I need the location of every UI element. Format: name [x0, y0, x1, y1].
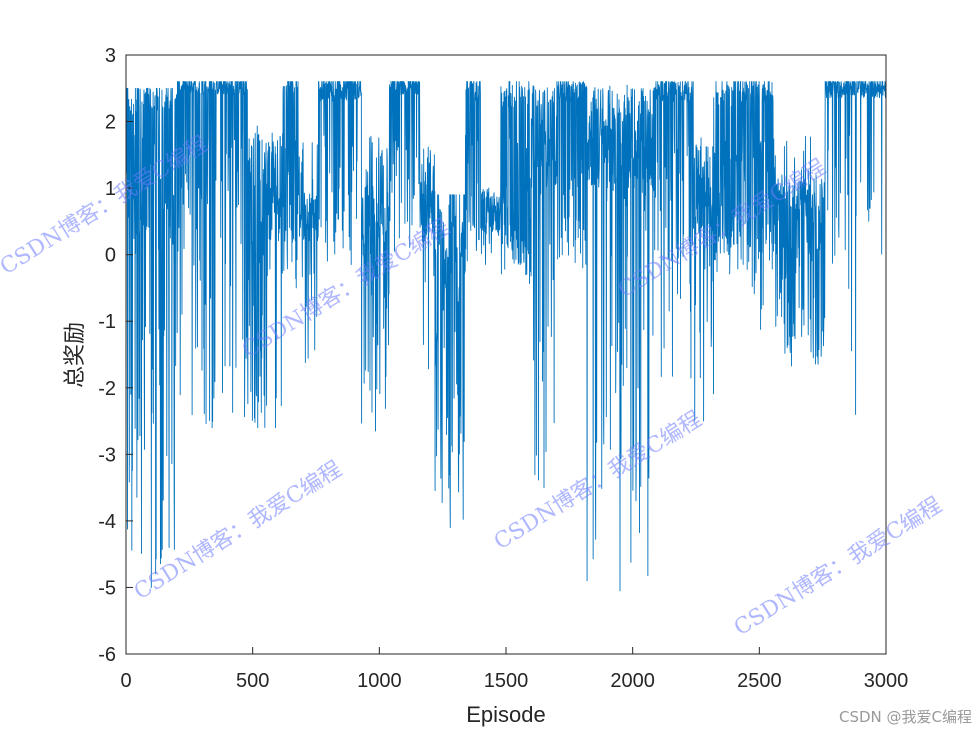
y-tick-label: 0	[105, 245, 116, 267]
reward-series-line	[126, 81, 886, 592]
plot-area	[125, 54, 887, 655]
y-axis: -6 -5 -4 -3 -2 -1 0 1 2 3	[98, 45, 133, 666]
x-axis: 0 500 1000 1500 2000 2500 3000	[120, 647, 908, 692]
x-axis-label: Episode	[466, 702, 546, 727]
y-tick-label: -5	[98, 577, 116, 599]
y-axis-label: 总奖励	[62, 322, 87, 388]
y-tick-label: -2	[98, 378, 116, 400]
y-tick-label: -1	[98, 311, 116, 333]
x-tick-label: 0	[120, 670, 131, 692]
x-tick-label: 1000	[357, 670, 402, 692]
y-tick-label: -4	[98, 511, 116, 533]
x-tick-label: 2000	[610, 670, 655, 692]
x-tick-label: 500	[236, 670, 269, 692]
x-tick-label: 2500	[737, 670, 782, 692]
y-tick-label: -3	[98, 444, 116, 466]
y-tick-label: 3	[105, 45, 116, 67]
series-layer	[126, 81, 886, 592]
y-tick-label: 2	[105, 112, 116, 134]
csdn-credit: CSDN @我爱C编程	[838, 708, 972, 726]
x-tick-label: 1500	[484, 670, 529, 692]
y-tick-label: 1	[105, 178, 116, 200]
y-tick-label: -6	[98, 644, 116, 666]
x-tick-label: 3000	[864, 670, 909, 692]
